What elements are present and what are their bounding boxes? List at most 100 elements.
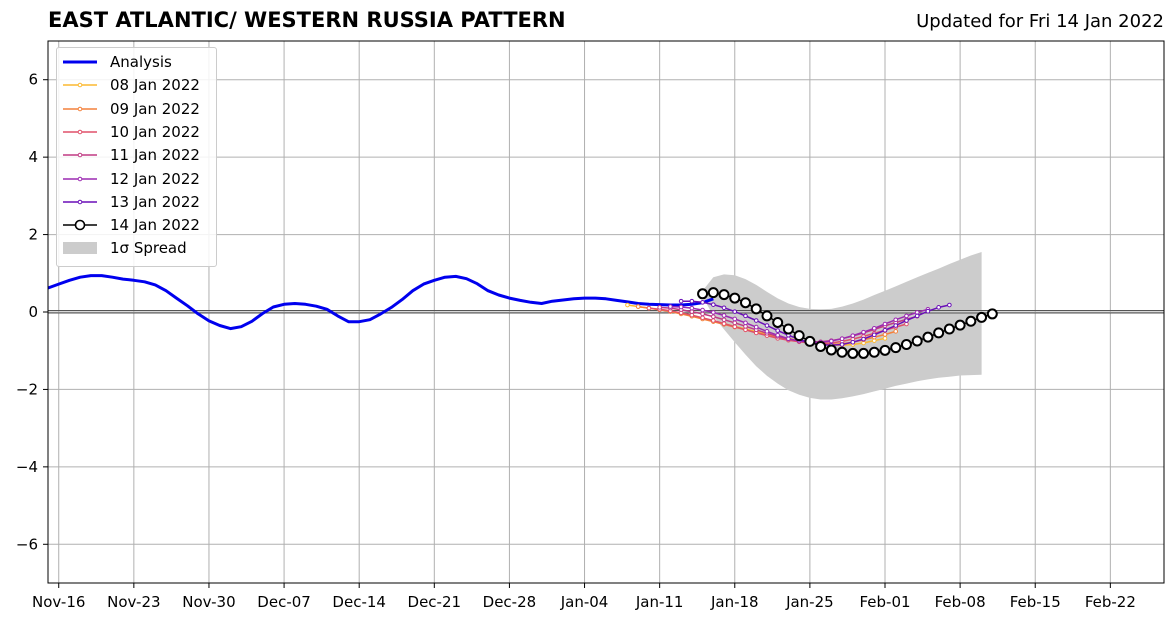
forecast-point xyxy=(904,313,909,319)
forecast-point xyxy=(839,342,845,347)
current-forecast-point xyxy=(729,292,741,304)
x-axis-ticks: Nov-16 Nov-23 Nov-30 Dec-07 Dec-14 Dec-21 Dec-… xyxy=(32,583,1136,611)
x-tick-label: Jan-25 xyxy=(785,593,834,611)
forecast-point xyxy=(882,336,888,341)
forecast-point xyxy=(646,305,652,311)
forecast-point xyxy=(753,318,759,323)
legend-item: 13 Jan 2022 xyxy=(63,191,200,213)
legend-swatch xyxy=(63,199,97,205)
forecast-point xyxy=(635,304,641,309)
forecast-point xyxy=(711,318,716,323)
forecast-point xyxy=(657,305,662,310)
x-tick-label: Jan-04 xyxy=(560,593,609,611)
current-forecast-point xyxy=(761,310,773,322)
legend-swatch xyxy=(63,129,97,135)
y-tick-label: 0 xyxy=(28,303,38,321)
current-forecast-point xyxy=(922,331,934,343)
y-tick-label: −4 xyxy=(16,458,38,476)
current-forecast-point xyxy=(847,347,859,359)
grid-lines xyxy=(48,41,1164,583)
analysis-line xyxy=(47,274,714,331)
current-forecast-point xyxy=(933,327,945,339)
forecast-point xyxy=(861,329,866,335)
forecast-point xyxy=(936,305,941,310)
legend-marker xyxy=(74,219,86,231)
forecast-point xyxy=(829,338,834,344)
legend-swatch xyxy=(63,242,97,255)
legend-patch xyxy=(63,242,97,255)
forecast-point xyxy=(947,302,952,308)
legend-swatch xyxy=(63,176,97,181)
forecast-point xyxy=(753,324,759,330)
forecast-point xyxy=(893,317,899,323)
x-tick-label: Feb-22 xyxy=(1085,593,1136,611)
zero-line xyxy=(48,310,1164,314)
legend-item: 10 Jan 2022 xyxy=(63,121,200,143)
legend-label: 10 Jan 2022 xyxy=(110,122,200,141)
forecast-point xyxy=(743,313,748,319)
legend-item: Analysis xyxy=(63,51,172,73)
forecast-point xyxy=(732,324,738,330)
forecast-point xyxy=(850,333,856,338)
current-forecast-point xyxy=(697,288,709,300)
current-forecast-point xyxy=(900,339,912,351)
y-tick-label: −2 xyxy=(16,380,38,398)
forecast-point xyxy=(882,332,888,337)
forecast-point xyxy=(871,325,877,331)
forecast-point xyxy=(839,336,845,342)
legend-item: 12 Jan 2022 xyxy=(63,168,200,190)
forecast-point xyxy=(700,307,705,313)
updated-date: Updated for Fri 14 Jan 2022 xyxy=(916,11,1164,32)
forecast-point xyxy=(678,298,684,304)
forecast-point xyxy=(925,308,931,314)
legend-label: 12 Jan 2022 xyxy=(110,169,200,188)
current-forecast-point xyxy=(772,316,784,328)
legend-marker xyxy=(77,82,83,88)
forecast-point xyxy=(775,332,780,338)
legend-item: 1σ Spread xyxy=(63,237,187,259)
legend-marker xyxy=(77,199,83,205)
legend-item: 11 Jan 2022 xyxy=(63,144,200,166)
current-forecast-point xyxy=(750,303,762,315)
y-tick-label: −6 xyxy=(16,535,38,553)
legend-item: 09 Jan 2022 xyxy=(63,98,200,120)
legend-item: 08 Jan 2022 xyxy=(63,74,200,96)
legend-marker xyxy=(77,129,83,135)
legend-marker xyxy=(77,106,83,111)
legend: Analysis 08 Jan 2022 09 Jan 2022 10 Jan 202… xyxy=(56,47,217,267)
current-forecast-point xyxy=(965,315,977,327)
current-forecast-point xyxy=(954,319,966,331)
legend-swatch xyxy=(63,60,97,64)
legend-swatch xyxy=(63,82,97,88)
forecast-point xyxy=(882,321,888,327)
current-forecast-point xyxy=(879,344,891,356)
forecast-point xyxy=(678,304,684,310)
forecast-point xyxy=(700,311,705,317)
forecast-point xyxy=(861,336,866,342)
forecast-point xyxy=(893,329,899,334)
forecast-point xyxy=(689,305,695,311)
forecast-point xyxy=(711,314,716,319)
legend-swatch xyxy=(63,152,97,158)
x-tick-label: Nov-23 xyxy=(107,593,160,611)
current-forecast-point xyxy=(943,323,955,335)
forecast-point xyxy=(721,305,727,311)
y-axis-ticks: −6 −4 −2 0 2 4 6 xyxy=(16,71,48,553)
legend-label: 13 Jan 2022 xyxy=(110,192,200,211)
forecast-point xyxy=(743,320,748,326)
legend-label: 11 Jan 2022 xyxy=(110,146,200,165)
current-forecast-point xyxy=(782,323,794,335)
forecast-point xyxy=(732,320,738,326)
chart-title: EAST ATLANTIC/ WESTERN RUSSIA PATTERN xyxy=(48,8,566,32)
current-forecast-point xyxy=(740,297,751,309)
current-forecast-point xyxy=(718,289,730,301)
current-forecast-point xyxy=(825,344,837,356)
current-forecast-point xyxy=(793,330,805,342)
forecast-point xyxy=(689,298,695,304)
forecast-point xyxy=(914,313,920,319)
legend-label: 08 Jan 2022 xyxy=(110,76,200,95)
forecast-point xyxy=(904,318,909,323)
forecast-point xyxy=(668,304,673,309)
x-tick-label: Dec-07 xyxy=(257,593,311,611)
series-lines xyxy=(47,274,998,359)
